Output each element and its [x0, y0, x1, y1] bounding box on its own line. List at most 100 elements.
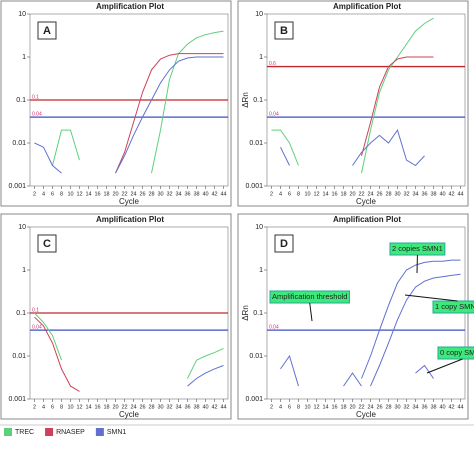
- panel-label: A: [43, 25, 51, 37]
- y-tick-label: 0.001: [8, 396, 26, 403]
- x-tick-label: 6: [288, 191, 291, 197]
- x-tick-label: 2: [270, 404, 273, 410]
- x-tick-label: 30: [394, 191, 400, 197]
- x-tick-label: 24: [130, 404, 136, 410]
- threshold-label: 0.04: [32, 324, 42, 330]
- x-tick-label: 2: [33, 191, 36, 197]
- y-tick-label: 10: [255, 224, 263, 231]
- x-tick-label: 6: [51, 404, 54, 410]
- series-line: [280, 128, 425, 167]
- x-tick-label: 40: [439, 404, 445, 410]
- x-tick-label: 44: [457, 404, 463, 410]
- x-tick-label: 28: [148, 191, 154, 197]
- x-tick-label: 24: [130, 191, 136, 197]
- x-tick-label: 42: [211, 191, 217, 197]
- x-tick-label: 12: [313, 404, 319, 410]
- x-tick-label: 16: [94, 191, 100, 197]
- x-tick-label: 42: [448, 191, 454, 197]
- y-axis-label: ΔRn: [241, 92, 250, 108]
- x-tick-label: 36: [421, 404, 427, 410]
- x-tick-label: 38: [193, 404, 199, 410]
- x-tick-label: 8: [297, 404, 300, 410]
- x-tick-label: 4: [42, 191, 45, 197]
- panel-label-box: [37, 234, 57, 253]
- x-axis-label: Cycle: [119, 197, 140, 206]
- chart-title: Amplification Plot: [96, 2, 164, 11]
- x-tick-label: 14: [85, 191, 91, 197]
- x-tick-label: 24: [367, 191, 373, 197]
- y-tick-label: 0.1: [16, 310, 26, 317]
- series-line: [34, 316, 80, 392]
- x-axis-label: Cycle: [356, 197, 377, 206]
- x-tick-label: 10: [67, 191, 73, 197]
- annotation-arrow: [404, 294, 458, 302]
- x-tick-label: 36: [184, 404, 190, 410]
- y-axis-label: ΔRn: [241, 305, 250, 321]
- x-tick-label: 36: [184, 191, 190, 197]
- x-tick-label: 2: [33, 404, 36, 410]
- x-tick-label: 32: [403, 191, 409, 197]
- series-line: [34, 312, 224, 379]
- annotation: 2 copies SMN1: [392, 244, 443, 253]
- chart-title: Amplification Plot: [333, 215, 401, 224]
- x-tick-label: 6: [51, 191, 54, 197]
- series-line: [361, 56, 434, 157]
- y-tick-label: 0.001: [245, 396, 263, 403]
- x-tick-label: 12: [76, 191, 82, 197]
- x-tick-label: 34: [175, 404, 181, 410]
- threshold-label: 0.1: [32, 307, 39, 313]
- x-tick-label: 20: [349, 191, 355, 197]
- x-tick-label: 38: [193, 191, 199, 197]
- x-tick-label: 38: [430, 191, 436, 197]
- panel-frame: [0, 0, 232, 207]
- x-tick-label: 4: [42, 404, 45, 410]
- y-tick-label: 10: [18, 224, 26, 231]
- x-tick-label: 42: [448, 404, 454, 410]
- x-tick-label: 24: [367, 404, 373, 410]
- x-tick-label: 14: [322, 404, 328, 410]
- annotation: 0 copy SMN1: [440, 348, 474, 357]
- threshold-label: 0.04: [269, 324, 279, 330]
- series-line: [280, 354, 434, 387]
- x-tick-label: 30: [394, 404, 400, 410]
- x-tick-label: 28: [385, 191, 391, 197]
- y-tick-label: 0.001: [8, 183, 26, 190]
- x-tick-label: 44: [220, 191, 226, 197]
- x-tick-label: 40: [439, 191, 445, 197]
- panel-frame: [0, 213, 232, 420]
- x-tick-label: 16: [331, 404, 337, 410]
- x-tick-label: 4: [279, 191, 282, 197]
- y-tick-label: 10: [255, 11, 263, 18]
- x-tick-label: 44: [457, 191, 463, 197]
- x-tick-label: 18: [340, 191, 346, 197]
- x-tick-label: 16: [94, 404, 100, 410]
- x-tick-label: 16: [331, 191, 337, 197]
- series-line: [187, 365, 224, 387]
- threshold-label: 0.6: [269, 61, 276, 67]
- x-tick-label: 2: [270, 191, 273, 197]
- y-tick-label: 1: [259, 267, 263, 274]
- x-tick-label: 12: [313, 191, 319, 197]
- x-tick-label: 40: [202, 191, 208, 197]
- annotation: 1 copy SMN1: [435, 302, 474, 311]
- y-tick-label: 0.1: [16, 97, 26, 104]
- panel-label: C: [43, 238, 51, 250]
- annotation: Amplification threshold: [272, 292, 347, 301]
- x-tick-label: 8: [60, 191, 63, 197]
- chart-title: Amplification Plot: [96, 215, 164, 224]
- y-tick-label: 1: [22, 54, 26, 61]
- threshold-label: 0.04: [269, 111, 279, 117]
- x-tick-label: 6: [288, 404, 291, 410]
- panel-label: D: [280, 238, 288, 250]
- x-tick-label: 22: [121, 191, 127, 197]
- y-tick-label: 10: [18, 11, 26, 18]
- legend-swatch: [45, 428, 54, 436]
- series-line: [271, 17, 434, 174]
- legend-label: SMN1: [107, 429, 127, 436]
- legend-swatch: [4, 428, 12, 436]
- x-tick-label: 4: [279, 404, 282, 410]
- x-tick-label: 8: [60, 404, 63, 410]
